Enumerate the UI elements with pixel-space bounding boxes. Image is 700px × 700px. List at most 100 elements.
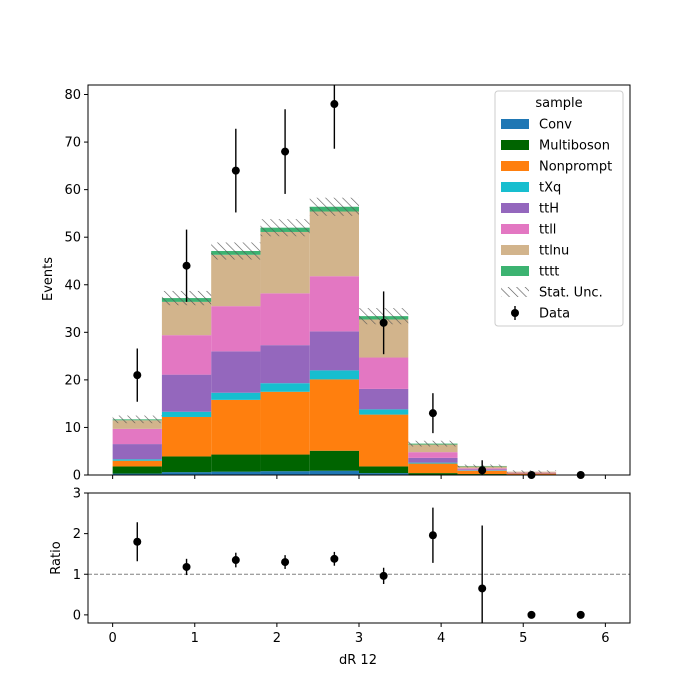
ratio-ytick-label-3: 3 bbox=[73, 487, 81, 502]
bar-ttlnu-4 bbox=[309, 211, 359, 277]
bar-nonprompt-5 bbox=[359, 414, 409, 467]
data-point-7 bbox=[478, 466, 487, 475]
legend-swatch-ttlnu bbox=[501, 245, 529, 255]
ratio-ytick-label-1: 1 bbox=[73, 568, 81, 583]
bar-ttll-1 bbox=[161, 335, 212, 375]
bar-tth-6 bbox=[408, 457, 458, 463]
x-tick-label-6: 6 bbox=[601, 631, 609, 646]
x-tick-label-0: 0 bbox=[108, 631, 116, 646]
legend: sample Conv Multiboson Nonprompt tXq ttH ttll t… bbox=[494, 90, 624, 327]
bar-tth-3 bbox=[260, 345, 310, 384]
bar-tth-0 bbox=[112, 444, 162, 460]
data-point-0 bbox=[133, 371, 142, 380]
main-data-points bbox=[133, 85, 585, 479]
bar-conv-5 bbox=[359, 473, 409, 475]
stat-unc-band-3 bbox=[260, 219, 310, 237]
main-ytick-label-40: 40 bbox=[64, 278, 81, 293]
bar-nonprompt-0 bbox=[112, 460, 162, 467]
bar-multiboson-2 bbox=[211, 454, 261, 472]
bar-multiboson-5 bbox=[359, 466, 409, 474]
stat-unc-band-0 bbox=[112, 415, 162, 424]
bar-nonprompt-2 bbox=[211, 399, 261, 455]
ratio-point-1 bbox=[182, 562, 191, 571]
bar-ttll-5 bbox=[359, 357, 409, 389]
data-point-3 bbox=[281, 147, 290, 156]
data-point-5 bbox=[379, 318, 388, 327]
legend-swatch-tth bbox=[501, 203, 529, 213]
main-ytick-label-80: 80 bbox=[64, 88, 81, 103]
legend-label-ttll: ttll bbox=[539, 223, 556, 238]
stat-unc-band-6 bbox=[408, 440, 458, 447]
bar-txq-1 bbox=[161, 411, 212, 417]
main-ytick-label-20: 20 bbox=[64, 373, 81, 388]
bar-nonprompt-1 bbox=[161, 416, 212, 457]
y-axis-title-events: Events bbox=[41, 257, 56, 301]
bar-nonprompt-4 bbox=[309, 379, 359, 451]
bar-conv-2 bbox=[211, 471, 261, 475]
bar-ttll-0 bbox=[112, 428, 162, 445]
bar-txq-0 bbox=[112, 459, 162, 461]
bar-multiboson-0 bbox=[112, 466, 162, 474]
ratio-point-9 bbox=[576, 610, 585, 619]
legend-swatch-txq bbox=[501, 182, 529, 192]
bar-ttlnu-6 bbox=[408, 444, 458, 453]
legend-label-nonprompt: Nonprompt bbox=[539, 160, 612, 175]
ratio-point-3 bbox=[281, 558, 290, 567]
data-point-6 bbox=[428, 409, 437, 418]
legend-label-data: Data bbox=[539, 307, 570, 322]
bar-ttll-3 bbox=[260, 293, 310, 346]
ratio-point-0 bbox=[133, 537, 142, 546]
legend-swatch-nonprompt bbox=[501, 161, 529, 171]
main-ytick-label-0: 0 bbox=[73, 469, 81, 484]
y-axis-title-ratio: Ratio bbox=[49, 541, 64, 574]
main-ytick-label-30: 30 bbox=[64, 326, 81, 341]
bar-multiboson-3 bbox=[260, 454, 310, 472]
bar-txq-4 bbox=[309, 370, 359, 380]
legend-swatch-multiboson bbox=[501, 140, 529, 150]
data-point-4 bbox=[330, 100, 339, 109]
bar-ttll-6 bbox=[408, 452, 458, 458]
bar-ttll-2 bbox=[211, 306, 261, 352]
ratio-point-7 bbox=[478, 584, 487, 593]
bar-multiboson-4 bbox=[309, 450, 359, 471]
bar-multiboson-1 bbox=[161, 456, 212, 473]
bar-ttll-4 bbox=[309, 276, 359, 332]
main-ytick-label-70: 70 bbox=[64, 136, 81, 151]
bar-txq-5 bbox=[359, 409, 409, 415]
main-ytick-label-10: 10 bbox=[64, 421, 81, 436]
ratio-point-4 bbox=[330, 554, 339, 563]
legend-swatch-stat-unc bbox=[501, 287, 529, 297]
bar-txq-3 bbox=[260, 383, 310, 392]
bar-conv-1 bbox=[161, 472, 212, 475]
legend-swatch-tttt bbox=[501, 266, 529, 276]
legend-data-marker bbox=[511, 309, 519, 317]
legend-label-conv: Conv bbox=[539, 118, 572, 133]
legend-swatch-ttll bbox=[501, 224, 529, 234]
legend-title: sample bbox=[535, 96, 582, 111]
ratio-ytick-label-0: 0 bbox=[73, 608, 81, 623]
bar-tth-2 bbox=[211, 351, 261, 393]
bar-tth-5 bbox=[359, 388, 409, 410]
x-axis-title: dR 12 bbox=[339, 653, 377, 668]
bar-conv-0 bbox=[112, 473, 162, 475]
bar-ttlnu-1 bbox=[161, 301, 212, 336]
ratio-point-6 bbox=[428, 531, 437, 540]
legend-label-stat-unc: Stat. Unc. bbox=[539, 286, 603, 301]
main-axes: 0 10 20 30 40 50 60 70 80 bbox=[64, 84, 631, 484]
bar-tth-4 bbox=[309, 331, 359, 371]
bar-conv-4 bbox=[309, 470, 359, 475]
bar-ttlnu-3 bbox=[260, 231, 310, 294]
x-tick-label-4: 4 bbox=[437, 631, 445, 646]
bar-ttlnu-0 bbox=[112, 420, 162, 429]
legend-label-ttlnu: ttlnu bbox=[539, 244, 569, 259]
x-tick-label-1: 1 bbox=[191, 631, 199, 646]
ratio-axes: 0 1 2 3 0 1 2 3 4 5 6 bbox=[73, 487, 631, 646]
data-point-2 bbox=[231, 166, 240, 175]
x-tick-label-5: 5 bbox=[519, 631, 527, 646]
main-ytick-label-60: 60 bbox=[64, 183, 81, 198]
bar-nonprompt-6 bbox=[408, 463, 458, 474]
bar-txq-2 bbox=[211, 392, 261, 400]
ratio-ytick-label-2: 2 bbox=[73, 527, 81, 542]
bar-nonprompt-3 bbox=[260, 391, 310, 455]
